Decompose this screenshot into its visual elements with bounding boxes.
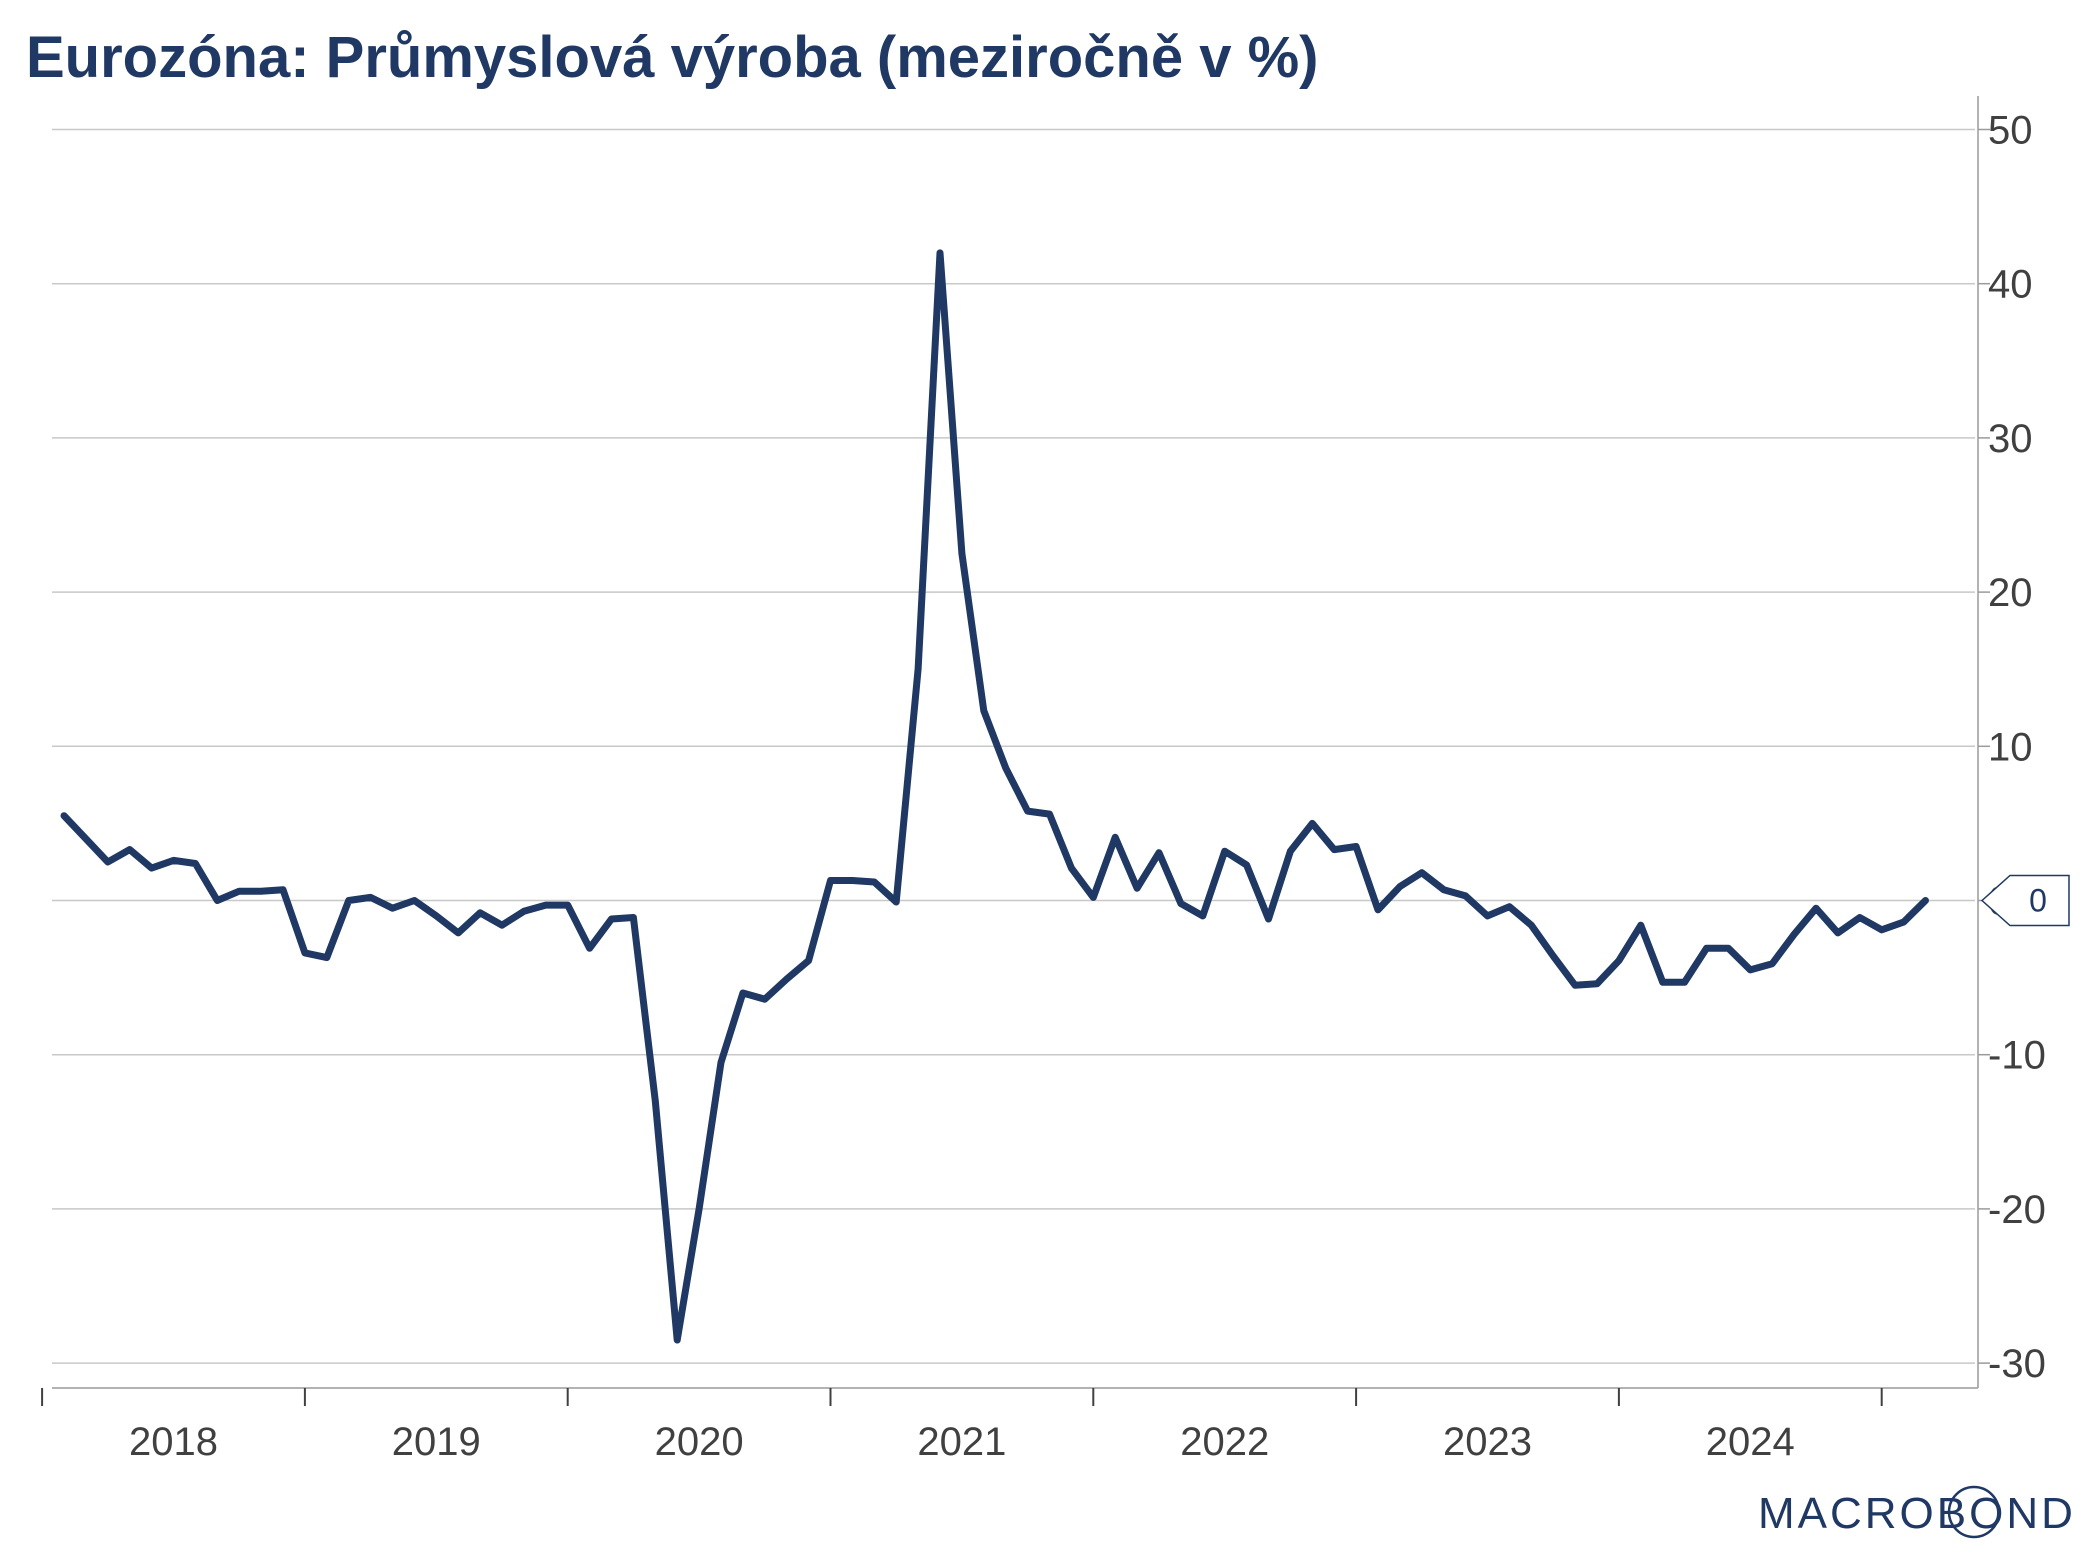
y-tick-label: 30 [1988,417,2033,461]
axes: 50 40 30 20 10 0 -10 -20 -30 2018 2019 2020 2021 2022… [41,96,2046,1464]
y-tick-label: -20 [1988,1188,2046,1232]
x-tick-label: 2021 [917,1420,1006,1464]
y-tick-label: 10 [1988,725,2033,769]
x-tick-label: 2023 [1443,1420,1532,1464]
x-tick-label: 2022 [1180,1420,1269,1464]
x-tick-label: 2019 [392,1420,481,1464]
y-tick-label: 20 [1988,571,2033,615]
x-tick-label: 2018 [129,1420,218,1464]
series-line [60,249,1929,1344]
macrobond-logo-ring [1947,1485,2001,1539]
macrobond-logo: MACROBOND [1758,1485,2076,1539]
series-layer [60,249,1929,1344]
y-tick-label: -30 [1988,1342,2046,1386]
gridlines [52,128,1975,1364]
y-tick-label: 50 [1988,109,2033,153]
x-tick-label: 2020 [655,1420,744,1464]
chart-title: Eurozóna: Průmyslová výroba (meziročně v… [26,25,1319,90]
macrobond-logo-text: MACROBOND [1758,1489,2076,1538]
last-value-box [1980,874,2070,927]
y-tick-label: -10 [1988,1034,2046,1078]
last-value-callout: 0 [1980,874,2070,927]
y-tick-label: 40 [1988,263,2033,307]
last-value-label: 0 [2029,883,2047,919]
x-tick-label: 2024 [1706,1420,1795,1464]
